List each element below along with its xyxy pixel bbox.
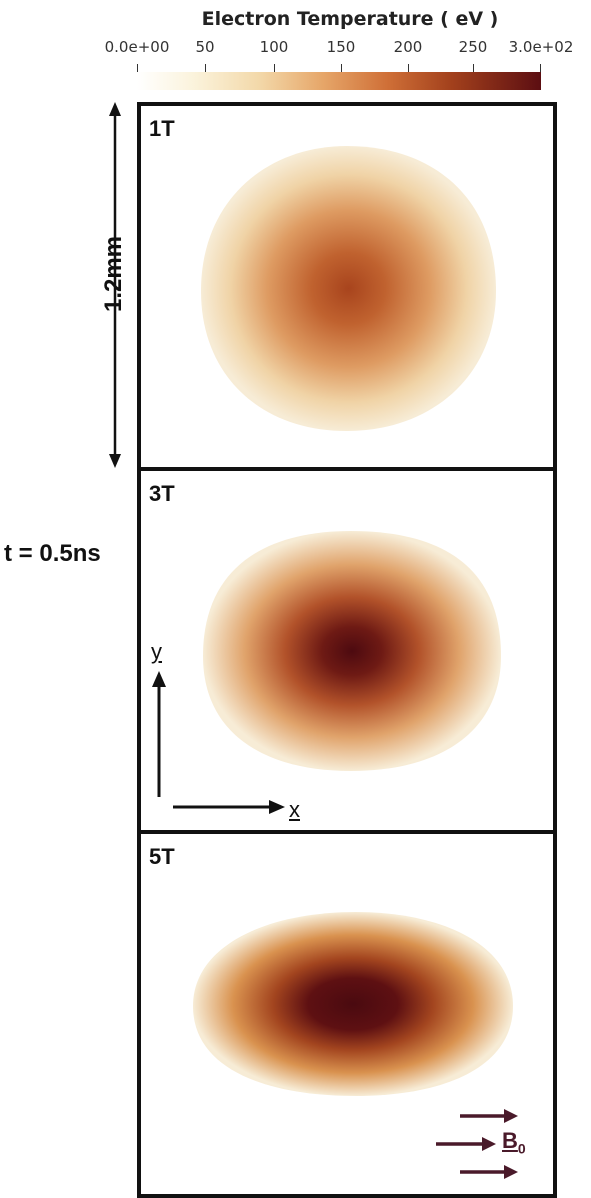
colorbar-gradient <box>137 72 541 90</box>
magnetic-field-label: B0 <box>502 1128 526 1156</box>
colorbar-tick-300: 3.0e+02 <box>508 38 574 56</box>
colorbar-tick-250: 250 <box>458 38 488 56</box>
axes-arrows <box>152 671 285 814</box>
field-symbol: B <box>502 1128 518 1153</box>
temperature-map-1t <box>201 146 496 431</box>
colorbar-tickmark <box>341 64 342 76</box>
temperature-map-3t <box>203 531 501 771</box>
magnetic-field-arrows <box>436 1109 518 1179</box>
panel-label: 5T <box>149 844 175 869</box>
panel-3t: 3T y x <box>137 467 557 835</box>
field-subscript: 0 <box>517 1140 526 1157</box>
panel-1t: 1T <box>137 102 557 472</box>
time-label: t = 0.5ns <box>4 540 101 567</box>
colorbar-tickmark <box>408 64 409 76</box>
colorbar-tickmark <box>540 64 541 76</box>
panel-5t: 5T <box>137 830 557 1198</box>
colorbar-tickmark <box>137 64 138 76</box>
colorbar-tickmark <box>274 64 275 76</box>
colorbar-tick-150: 150 <box>326 38 356 56</box>
panel-label: 3T <box>149 481 175 506</box>
y-axis-label: y <box>151 639 162 664</box>
panel-label: 1T <box>149 116 175 141</box>
scale-arrow <box>109 102 121 468</box>
colorbar-title: Electron Temperature ( eV ) <box>201 8 499 30</box>
temperature-map-5t <box>193 912 513 1096</box>
colorbar-tick-200: 200 <box>393 38 423 56</box>
x-axis-label: x <box>289 797 300 822</box>
scale-label: 1.2mm <box>100 235 127 313</box>
colorbar-tickmark <box>205 64 206 76</box>
colorbar-tick-50: 50 <box>195 38 215 56</box>
colorbar-tick-100: 100 <box>259 38 289 56</box>
colorbar-tick-0: 0.0e+00 <box>104 38 170 56</box>
colorbar-tickmark <box>473 64 474 76</box>
